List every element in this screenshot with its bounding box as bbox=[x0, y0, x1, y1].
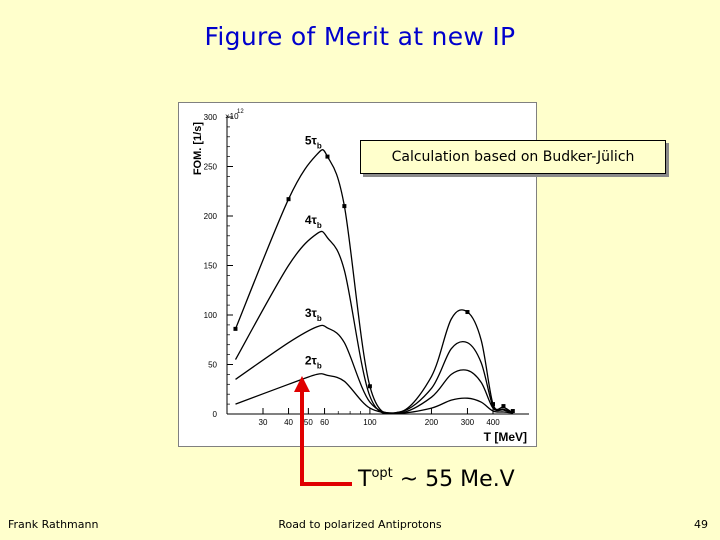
series-label-subscript: b bbox=[317, 142, 322, 151]
series-label: 5τb bbox=[305, 134, 322, 151]
y-tick-label: 150 bbox=[204, 262, 218, 271]
series-line bbox=[235, 373, 513, 414]
page-number: 49 bbox=[694, 518, 708, 531]
topt-suffix: ~ 55 Me.V bbox=[392, 467, 515, 492]
data-marker bbox=[286, 197, 291, 202]
slide-title: Figure of Merit at new IP bbox=[204, 22, 516, 51]
data-marker bbox=[465, 310, 470, 315]
x-tick-label: 400 bbox=[486, 418, 500, 427]
y-multiplier: ×10 bbox=[225, 112, 239, 121]
data-marker bbox=[342, 204, 347, 209]
y-tick-label: 0 bbox=[213, 410, 218, 419]
x-tick-label: 50 bbox=[304, 418, 313, 427]
series-label-subscript: b bbox=[317, 361, 322, 370]
y-multiplier-exponent: 12 bbox=[237, 109, 244, 115]
x-tick-label: 300 bbox=[461, 418, 475, 427]
data-marker bbox=[233, 326, 238, 331]
footer-author: Frank Rathmann bbox=[8, 518, 99, 531]
x-tick-label: 100 bbox=[363, 418, 377, 427]
y-axis-title: FOM. [1/s] bbox=[192, 122, 204, 176]
topt-prefix: T bbox=[358, 467, 372, 492]
footer-talk-title: Road to polarized Antiprotons bbox=[278, 518, 442, 531]
data-marker bbox=[367, 384, 372, 389]
x-axis-title: T [MeV] bbox=[484, 430, 527, 444]
x-tick-label: 200 bbox=[425, 418, 439, 427]
series-line bbox=[234, 230, 514, 415]
data-marker bbox=[510, 409, 515, 414]
data-marker bbox=[490, 402, 495, 407]
y-tick-label: 200 bbox=[204, 212, 218, 221]
series-label: 3τb bbox=[305, 306, 322, 323]
topt-sup: opt bbox=[371, 466, 393, 481]
topt-annotation: Topt ~ 55 Me.V bbox=[358, 466, 515, 492]
series-label: 4τb bbox=[305, 213, 322, 230]
y-tick-label: 250 bbox=[204, 163, 218, 172]
x-tick-label: 60 bbox=[320, 418, 329, 427]
x-tick-label: 40 bbox=[284, 418, 293, 427]
calculation-callout: Calculation based on Budker-Jülich bbox=[360, 140, 666, 174]
y-tick-label: 300 bbox=[204, 113, 218, 122]
series-label-subscript: b bbox=[317, 221, 322, 230]
x-tick-label: 30 bbox=[259, 418, 268, 427]
y-tick-label: 50 bbox=[208, 361, 217, 370]
series-label-subscript: b bbox=[317, 314, 322, 323]
y-tick-label: 100 bbox=[204, 311, 218, 320]
data-marker bbox=[325, 154, 330, 159]
series-label: 2τb bbox=[305, 353, 322, 370]
series-line bbox=[234, 149, 514, 415]
data-marker bbox=[501, 404, 506, 409]
